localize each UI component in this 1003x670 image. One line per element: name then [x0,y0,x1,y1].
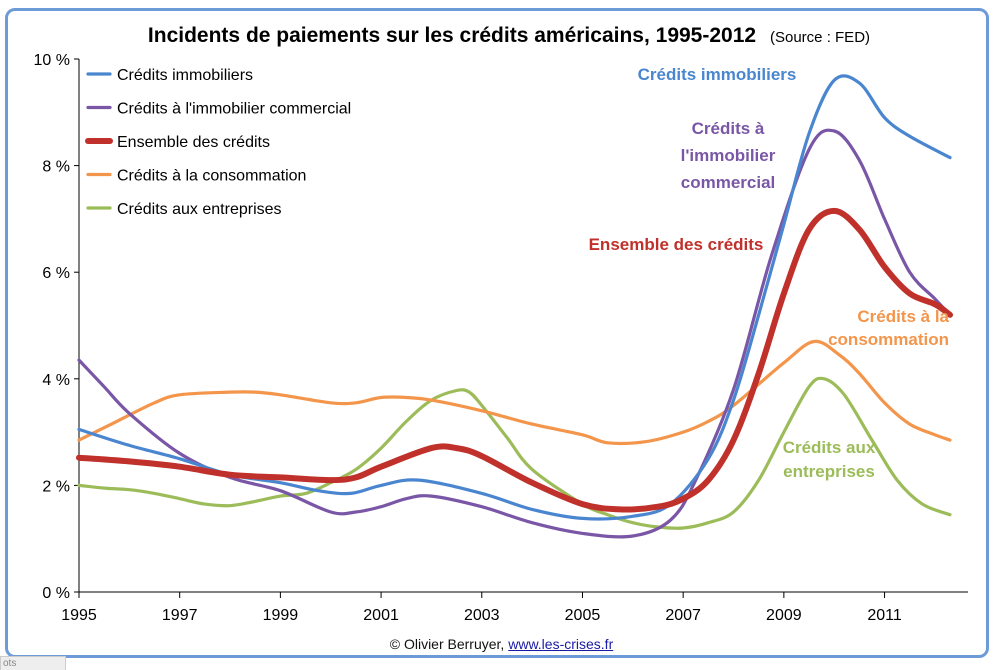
edge-tab[interactable]: ots [0,656,66,670]
series-line-consommation [77,339,952,446]
chart-title: Incidents de paiements sur les crédits a… [148,24,756,47]
x-tick-label: 1995 [61,607,97,624]
x-tick-label: 2005 [565,607,601,624]
website-link[interactable]: www.les-crises.fr [508,636,614,652]
y-tick-label: 2 % [42,478,70,495]
x-tick-label: 2009 [766,607,802,624]
x-tick-label: 1997 [162,607,198,624]
copyright-text: © Olivier Berruyer, [389,636,505,652]
legend-item-immobilier-commercial: Crédits à l'immobilier commercial [117,101,351,118]
chart-frame [5,8,989,658]
y-tick-label: 4 % [42,372,70,389]
y-tick-label: 10 % [34,52,70,69]
legend-item-entreprises: Crédits aux entreprises [117,201,282,218]
legend: Crédits immobiliers Crédits à l'immobilie… [85,67,351,218]
copyright-footer: © Olivier Berruyer, www.les-crises.fr [0,636,1003,652]
x-tick-label: 2003 [464,607,500,624]
series-line-immobiliers [77,74,952,521]
x-tick-label: 1999 [263,607,299,624]
series-annotations: Crédits immobiliers Crédits à l'immobilier… [589,65,950,481]
chart-subtitle: (Source : FED) [770,29,870,46]
edge-tab-label: ots [3,658,17,669]
y-tick-label: 6 % [42,265,70,282]
x-tick-label: 2001 [363,607,399,624]
x-tick-label: 2007 [665,607,701,624]
y-axis-ticks: 0 % 2 % 4 % 6 % 8 % 10 % [34,52,79,602]
legend-item-immobiliers: Crédits immobiliers [117,67,253,84]
y-tick-label: 0 % [42,585,70,602]
legend-item-ensemble: Ensemble des crédits [117,134,270,151]
y-tick-label: 8 % [42,159,70,176]
series-line-ensemble [76,207,953,513]
annotation-immobilier-commercial: Crédits à l'immobilier commercial [681,119,776,192]
x-axis-ticks: 1995 1997 1999 2001 2003 2005 2007 2009 2011 [61,592,902,624]
series-line-entreprises [77,376,952,530]
annotation-entreprises: Crédits aux entreprises [783,438,876,481]
annotation-consommation: Crédits à la consommation [828,307,949,349]
series-line-immobilier-commercial [77,128,952,539]
legend-item-consommation: Crédits à la consommation [117,168,306,185]
annotation-immobiliers: Crédits immobiliers [638,65,797,84]
annotation-ensemble: Ensemble des crédits [589,235,764,254]
series-lines [76,74,953,539]
x-tick-label: 2011 [867,607,902,624]
